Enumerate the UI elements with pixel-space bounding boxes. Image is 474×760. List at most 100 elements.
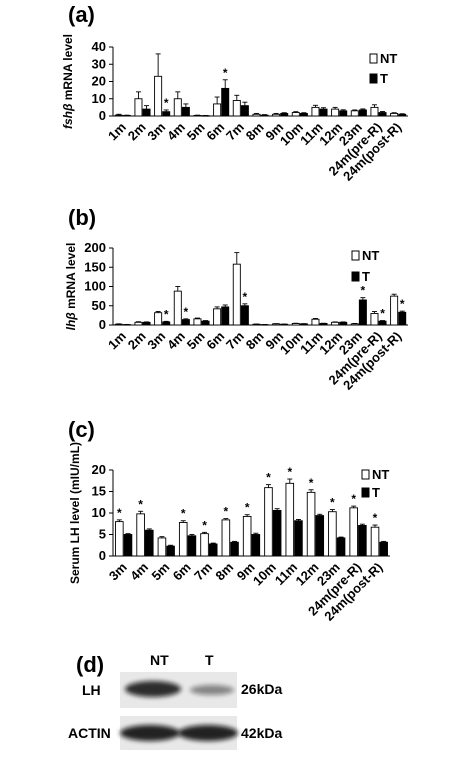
bar-nt <box>350 323 359 326</box>
significance-marker: * <box>117 506 122 520</box>
y-axis-label: fshβ mRNA level <box>61 34 75 129</box>
significance-marker: * <box>202 518 207 532</box>
significance-marker: * <box>309 476 314 490</box>
significance-marker: * <box>181 507 186 521</box>
legend-swatch-t <box>351 271 360 282</box>
bar-nt <box>272 113 281 117</box>
bar-nt <box>114 114 123 117</box>
y-tick-label: 30 <box>92 56 106 71</box>
y-tick-label: 0 <box>99 317 106 332</box>
bar-nt <box>242 515 252 557</box>
significance-marker: * <box>287 465 292 479</box>
y-tick-label: 15 <box>92 484 106 499</box>
bar-t <box>299 112 308 117</box>
bar-nt <box>114 323 123 326</box>
y-tick-label: 20 <box>92 74 106 89</box>
bar-nt <box>390 295 399 326</box>
panel-label-a: (a) <box>68 2 95 27</box>
category-label: 4m <box>127 560 151 584</box>
bar-t <box>379 541 388 557</box>
bar-t <box>162 321 171 326</box>
bar-nt <box>311 106 320 117</box>
bar-nt <box>173 290 182 326</box>
bar-t <box>315 515 325 557</box>
blot-protein-actin: ACTIN <box>68 725 111 741</box>
bar-t <box>398 311 407 326</box>
panel-label-d: (d) <box>76 652 104 677</box>
bar-nt <box>134 98 143 117</box>
bar-nt <box>390 112 399 117</box>
lane-label-t: T <box>205 652 214 668</box>
bar-t <box>294 520 303 557</box>
significance-marker: * <box>245 501 250 515</box>
blot-size-lh: 26kDa <box>241 681 282 697</box>
bar-t <box>358 525 367 557</box>
y-tick-label: 200 <box>84 240 106 255</box>
bar-nt <box>134 321 143 326</box>
significance-marker: * <box>164 307 169 321</box>
bar-t <box>339 110 348 117</box>
significance-marker: * <box>330 496 335 510</box>
legend-swatch-t <box>361 487 370 498</box>
y-tick-label: 40 <box>92 39 106 54</box>
y-tick-label: 150 <box>84 259 106 274</box>
significance-marker: * <box>224 505 229 519</box>
bar-nt <box>370 526 380 557</box>
bar-nt <box>370 313 379 326</box>
blot-size-actin: 42kDa <box>241 725 282 741</box>
bar-t <box>166 545 175 557</box>
legend-label-nt: NT <box>372 467 389 482</box>
bar-t <box>162 111 171 117</box>
bar-t <box>142 108 151 117</box>
bar-nt <box>136 513 145 557</box>
bar-nt <box>291 112 300 117</box>
bar-t <box>145 529 154 557</box>
legend-label-nt: NT <box>380 51 397 66</box>
bar-nt <box>370 106 379 117</box>
bar-t <box>123 534 133 557</box>
bar-t <box>181 106 190 117</box>
bar-nt <box>221 519 231 557</box>
blot-band-lh-nt <box>125 681 181 697</box>
blot-band-actin-t <box>178 725 238 741</box>
y-axis-label: Serum LH level (mIU/mL) <box>68 442 82 584</box>
bar-t <box>251 534 261 557</box>
legend-swatch-nt <box>361 469 370 480</box>
bar-nt <box>331 321 340 326</box>
significance-marker: * <box>361 284 366 298</box>
category-label: 7m <box>191 560 215 584</box>
bar-nt <box>291 323 300 326</box>
category-label: 8m <box>212 560 236 584</box>
bar-nt <box>349 507 358 557</box>
bar-t <box>208 543 218 557</box>
bar-t <box>240 105 249 117</box>
significance-marker: * <box>243 290 248 304</box>
bar-t <box>378 320 387 326</box>
bar-t <box>272 509 282 557</box>
bar-t <box>280 112 289 117</box>
category-label: 3m <box>106 560 130 584</box>
y-tick-label: 20 <box>92 462 106 477</box>
legend-swatch-t <box>369 73 378 84</box>
significance-marker: * <box>400 297 405 311</box>
bar-nt <box>115 521 124 557</box>
bar-t <box>319 323 328 326</box>
bar-nt <box>200 533 209 557</box>
legend-label-nt: NT <box>362 248 379 263</box>
blot-band-lh-t <box>190 685 234 695</box>
blot-band-actin-nt <box>120 725 180 741</box>
bar-nt <box>285 482 295 557</box>
legend-swatch-nt <box>351 250 360 261</box>
bar-nt <box>157 537 167 557</box>
legend-label-t: T <box>362 269 370 284</box>
bar-t <box>187 535 197 557</box>
y-axis-label: lhβ mRNA level <box>64 243 78 331</box>
category-label: 6m <box>170 560 194 584</box>
y-tick-label: 10 <box>92 91 106 106</box>
y-tick-label: 0 <box>99 548 106 563</box>
significance-marker: * <box>266 471 271 485</box>
bar-nt <box>311 318 320 326</box>
bar-t <box>378 112 387 117</box>
